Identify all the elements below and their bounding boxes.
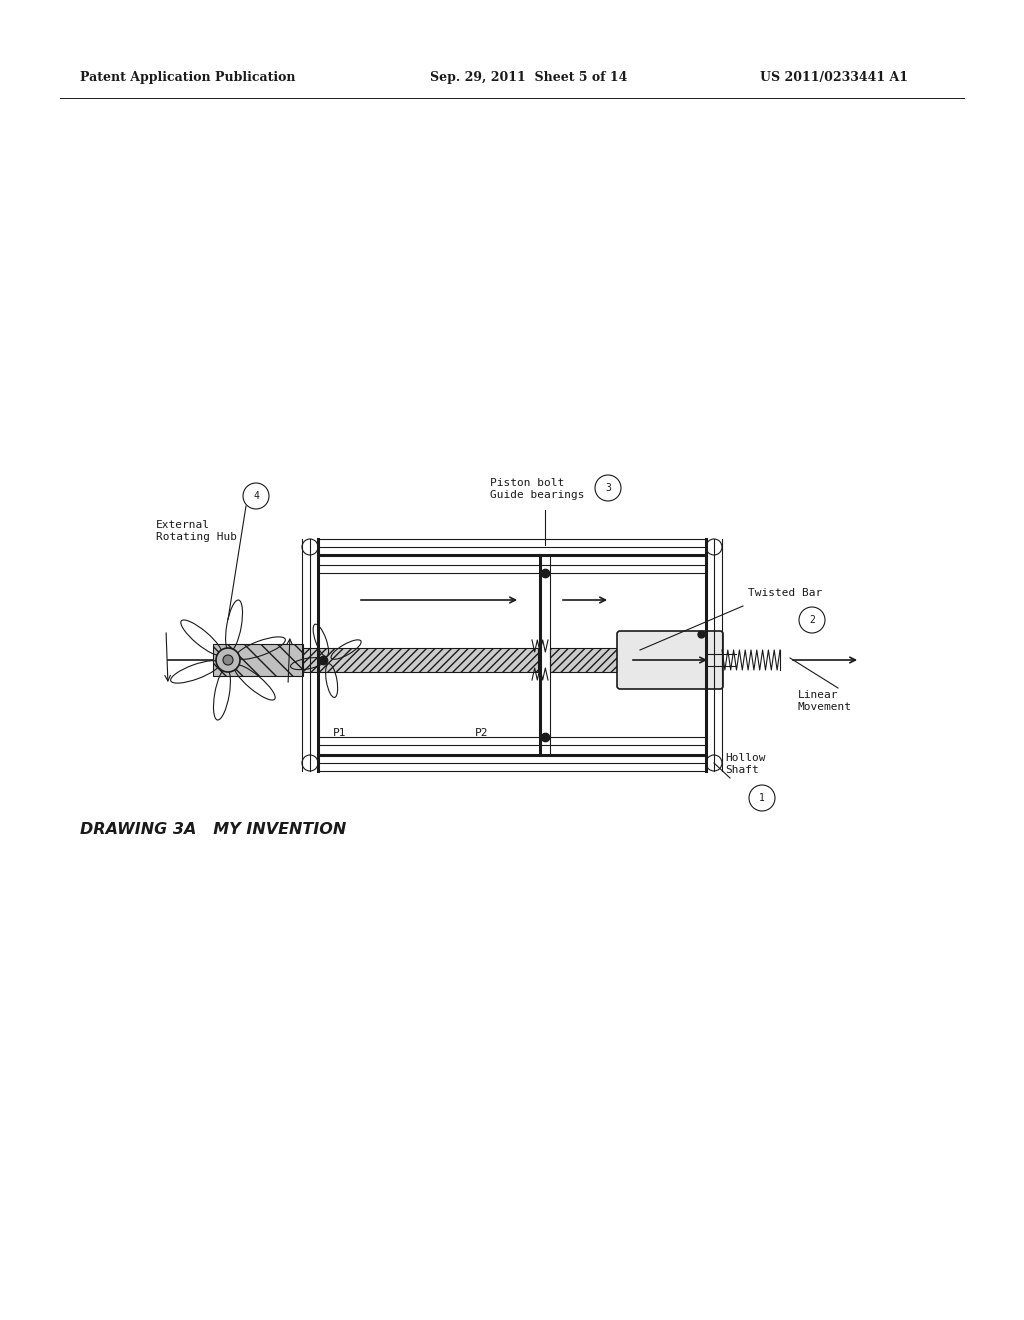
- Text: External
Rotating Hub: External Rotating Hub: [156, 520, 237, 541]
- Text: Hollow
Shaft: Hollow Shaft: [725, 754, 766, 775]
- Circle shape: [223, 655, 233, 665]
- FancyBboxPatch shape: [617, 631, 723, 689]
- Text: 2: 2: [809, 615, 815, 624]
- Bar: [550, 648, 650, 672]
- Text: Linear
Movement: Linear Movement: [798, 690, 852, 711]
- Text: DRAWING 3A   MY INVENTION: DRAWING 3A MY INVENTION: [80, 822, 346, 837]
- Text: Piston bolt
Guide bearings: Piston bolt Guide bearings: [490, 478, 585, 500]
- Bar: [248, 648, 538, 672]
- Text: 3: 3: [605, 483, 611, 492]
- Text: P1: P1: [333, 729, 346, 738]
- Bar: [213, 644, 303, 676]
- Text: US 2011/0233441 A1: US 2011/0233441 A1: [760, 71, 908, 84]
- Text: 1: 1: [759, 793, 765, 803]
- Text: P2: P2: [475, 729, 488, 738]
- Text: Patent Application Publication: Patent Application Publication: [80, 71, 296, 84]
- Circle shape: [216, 648, 240, 672]
- Text: Twisted Bar: Twisted Bar: [748, 587, 822, 598]
- Text: Sep. 29, 2011  Sheet 5 of 14: Sep. 29, 2011 Sheet 5 of 14: [430, 71, 628, 84]
- Text: 4: 4: [253, 491, 259, 502]
